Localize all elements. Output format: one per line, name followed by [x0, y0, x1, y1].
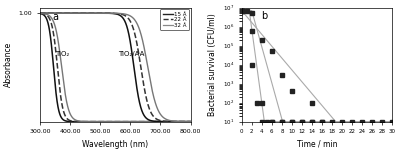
Text: b: b [261, 11, 268, 21]
Legend: 15 Å, 22 Å, 32 Å: 15 Å, 22 Å, 32 Å [160, 9, 189, 30]
Text: TiO₂/AA: TiO₂/AA [118, 50, 145, 57]
Y-axis label: Bacterial survival (CFU/ml): Bacterial survival (CFU/ml) [208, 13, 217, 116]
Text: TiO₂: TiO₂ [55, 50, 69, 57]
X-axis label: Wavelength (nm): Wavelength (nm) [82, 140, 148, 149]
X-axis label: Time / min: Time / min [297, 140, 337, 149]
Text: a: a [52, 12, 58, 22]
Y-axis label: Absorbance: Absorbance [4, 42, 13, 87]
